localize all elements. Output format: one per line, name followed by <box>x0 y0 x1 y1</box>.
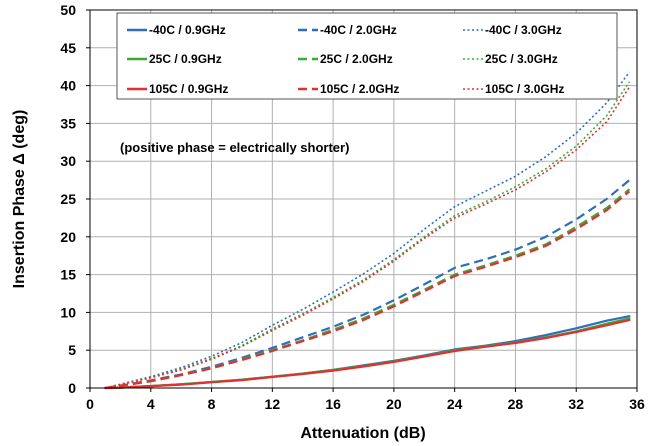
y-tick-label: 30 <box>60 153 76 169</box>
x-tick-label: 36 <box>629 396 645 412</box>
x-tick-label: 24 <box>447 396 463 412</box>
y-tick-label: 25 <box>60 191 76 207</box>
legend-box <box>116 12 618 100</box>
x-tick-label: 0 <box>86 396 94 412</box>
series-line-105c-3-0ghz <box>105 86 631 389</box>
legend-label: 105C / 2.0GHz <box>320 82 399 96</box>
y-tick-label: 45 <box>60 40 76 56</box>
y-tick-label: 5 <box>68 342 76 358</box>
x-tick-label: 32 <box>568 396 584 412</box>
y-tick-label: 0 <box>68 380 76 396</box>
x-tick-labels: 0 4 8 12 16 20 24 28 32 36 <box>86 396 645 412</box>
legend-label: 25C / 0.9GHz <box>149 52 222 66</box>
x-tick-label: 12 <box>265 396 281 412</box>
plot-frame <box>89 9 638 389</box>
x-tick-label: 20 <box>386 396 402 412</box>
legend-label: -40C / 2.0GHz <box>320 23 397 37</box>
x-axis-title: Attenuation (dB) <box>300 425 425 442</box>
legend-label: -40C / 0.9GHz <box>149 23 226 37</box>
x-tick-label: 4 <box>147 396 155 412</box>
series-line-40c-3-0ghz <box>105 71 631 389</box>
legend: -40C / 0.9GHz -40C / 2.0GHz -40C / 3.0GHz 2… <box>116 12 618 100</box>
y-tick-label: 50 <box>60 2 76 18</box>
y-tick-labels: 0 5 10 15 20 25 30 35 40 45 50 <box>60 2 76 396</box>
x-tick-label: 28 <box>508 396 524 412</box>
series-line-105c-0-9ghz <box>104 318 631 390</box>
legend-label: 105C / 0.9GHz <box>149 82 228 96</box>
y-tick-label: 40 <box>60 78 76 94</box>
legend-label: 25C / 3.0GHz <box>485 52 558 66</box>
y-tick-label: 10 <box>60 304 76 320</box>
y-axis-title: Insertion Phase Δ (deg) <box>11 110 28 289</box>
series-layer <box>104 71 631 390</box>
x-tick-label: 16 <box>325 396 341 412</box>
x-tick-label: 8 <box>208 396 216 412</box>
series-line-105c-2-0ghz <box>105 190 631 390</box>
legend-label: 25C / 2.0GHz <box>320 52 393 66</box>
y-tick-label: 15 <box>60 267 76 283</box>
legend-label: 105C / 3.0GHz <box>485 82 564 96</box>
legend-label: -40C / 3.0GHz <box>485 23 562 37</box>
chart-annotation: (positive phase = electrically shorter) <box>120 140 349 155</box>
y-tick-label: 20 <box>60 229 76 245</box>
y-tick-label: 35 <box>60 115 76 131</box>
